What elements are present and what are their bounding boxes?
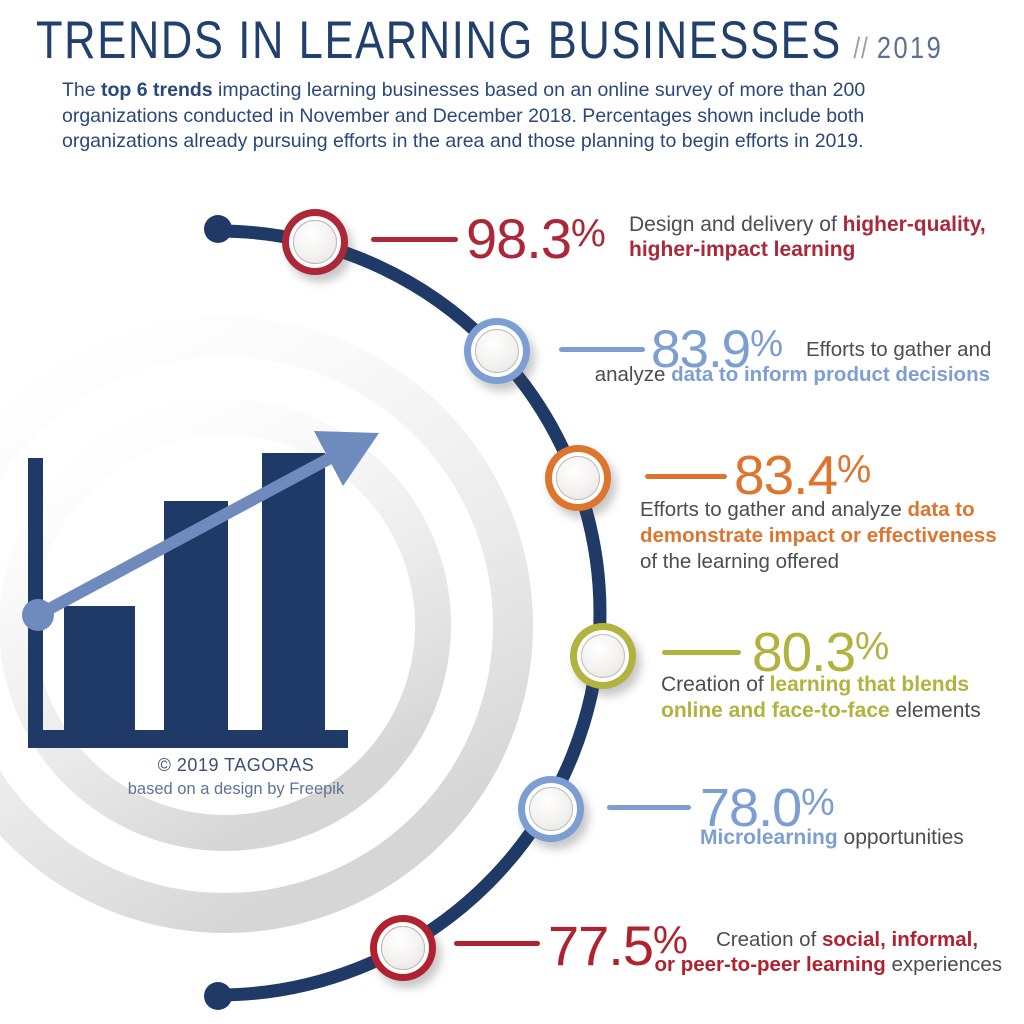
- trend6-description-line1: Creation of social, informal,: [716, 928, 979, 951]
- trend3-percentage: 83.4%: [734, 443, 871, 507]
- trend4-marker-core: [581, 634, 625, 678]
- trend6-description-line2: or peer-to-peer learning experiences: [654, 953, 1002, 976]
- trend6-value: 77.5: [548, 914, 654, 977]
- trend4-marker: [570, 623, 636, 689]
- trend1-marker-core: [293, 220, 337, 264]
- title-text: TRENDS IN LEARNING BUSINESSES: [36, 11, 842, 70]
- arrow-head: [314, 431, 379, 486]
- trend2-marker-core: [475, 329, 519, 373]
- trend4-connector-dash: [662, 650, 741, 655]
- arrow-start-dot: [22, 599, 54, 631]
- trend1-value: 98.3: [466, 207, 572, 270]
- trend1-marker: [282, 209, 348, 275]
- trend4-percentage: 80.3%: [752, 620, 889, 684]
- trend4-value: 80.3: [752, 621, 856, 683]
- trend5-percentage: 78.0%: [700, 777, 835, 839]
- trend5-connector-dash: [607, 805, 691, 810]
- trend6-marker-core: [381, 926, 425, 970]
- chart-bar-3: [262, 453, 325, 730]
- trend4-unit: %: [855, 625, 890, 669]
- chart-bar-1: [64, 606, 135, 730]
- intro-pre: The: [62, 79, 102, 101]
- trend1-unit: %: [571, 212, 606, 256]
- title-year: 2019: [876, 30, 944, 65]
- title-separator: //: [853, 32, 869, 65]
- trend6-marker: [370, 915, 436, 981]
- intro-paragraph: The top 6 trends impacting learning busi…: [62, 78, 946, 155]
- swoosh-rings: [0, 317, 533, 933]
- timeline-end-dot: [204, 982, 232, 1010]
- trend5-value: 78.0: [700, 778, 802, 838]
- growth-arrow: [22, 431, 379, 631]
- trend1-percentage: 98.3%: [466, 206, 606, 271]
- trend5-marker-core: [529, 787, 573, 831]
- trend5-unit: %: [801, 781, 835, 824]
- trend2-value: 83.9: [651, 320, 751, 379]
- trend3-unit: %: [837, 448, 872, 492]
- trend3-description: Efforts to gather and analyze data to de…: [640, 498, 997, 573]
- trend3-marker: [545, 445, 611, 511]
- trend2-description-line2: analyze data to inform product decisions: [594, 363, 990, 386]
- trend3-connector-dash: [645, 474, 727, 479]
- trend2-unit: %: [750, 321, 784, 364]
- trend5-description: Microlearning opportunities: [700, 826, 964, 849]
- trend1-description: Design and delivery of higher-quality, h…: [629, 213, 986, 261]
- trend6-percentage: 77.5%: [548, 913, 688, 978]
- chart-baseline: [28, 730, 348, 748]
- trend2-connector-dash: [559, 347, 645, 352]
- trend1-connector-dash: [371, 237, 458, 242]
- intro-bold: top 6 trends: [101, 79, 213, 101]
- trend2-percentage: 83.9%: [651, 319, 783, 380]
- timeline-start-dot: [204, 215, 232, 243]
- trend6-connector-dash: [454, 941, 540, 946]
- intro-post: impacting learning businesses based on a…: [62, 79, 866, 152]
- trend6-unit: %: [653, 919, 688, 963]
- trend2-marker: [464, 318, 530, 384]
- copyright-line: © 2019 TAGORAS: [157, 755, 315, 775]
- attribution-line: based on a design by Freepik: [127, 780, 345, 798]
- page-title: TRENDS IN LEARNING BUSINESSES //2019: [36, 10, 943, 71]
- bar-chart-illustration: [28, 453, 348, 748]
- credit-block: © 2019 TAGORAS based on a design by Free…: [90, 755, 382, 799]
- trend4-description: Creation of learning that blends online …: [661, 673, 981, 722]
- trend3-value: 83.4: [734, 444, 838, 506]
- trend3-marker-core: [556, 456, 600, 500]
- trend5-marker: [518, 776, 584, 842]
- trend2-description-line1: Efforts to gather and: [806, 338, 992, 361]
